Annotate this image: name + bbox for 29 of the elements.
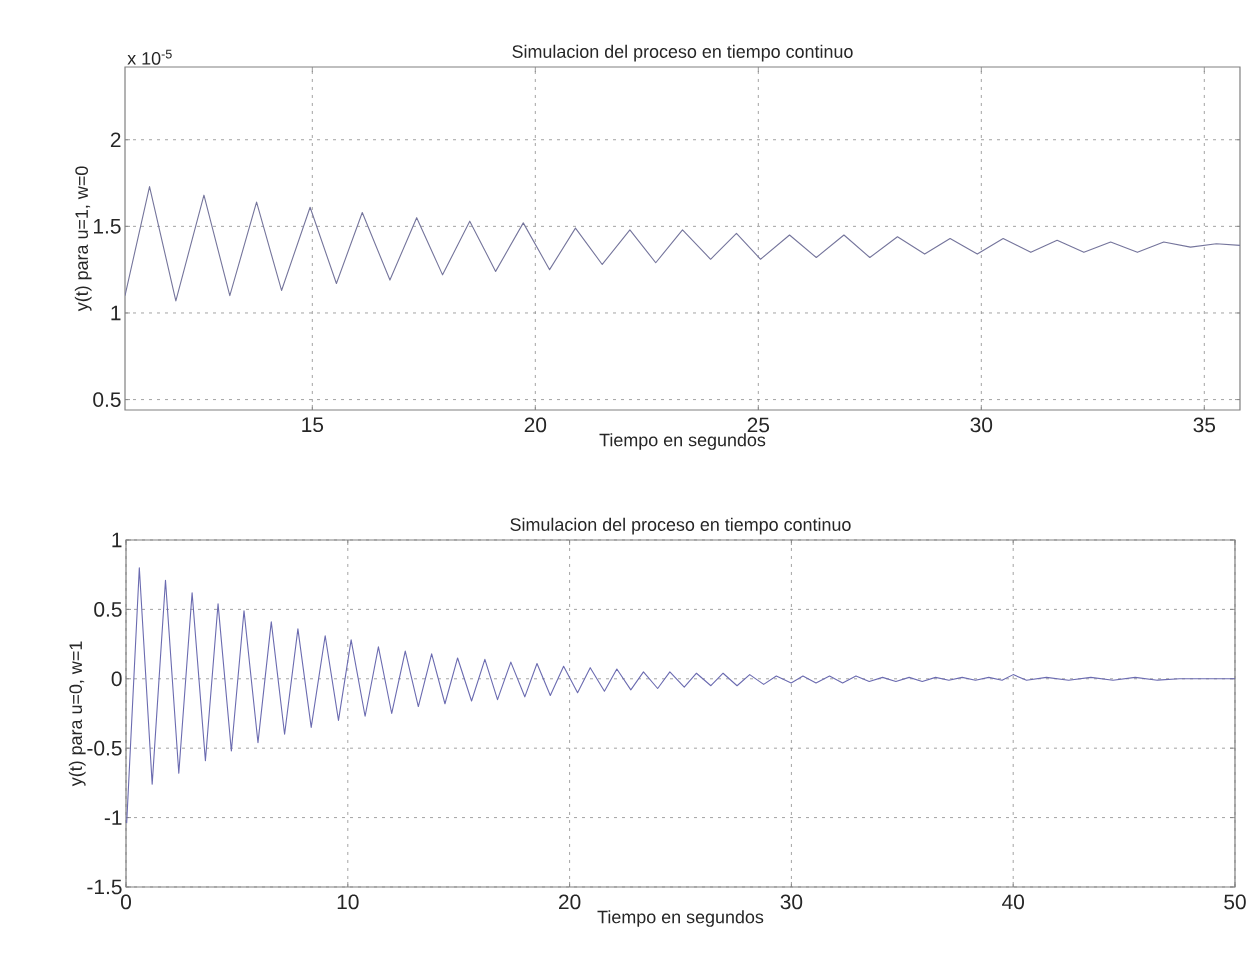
y-tick-label: -1.5 xyxy=(87,879,122,895)
chart-title: Simulacion del proceso en tiempo continuo xyxy=(510,517,851,535)
y-tick-label: 2 xyxy=(110,132,121,148)
x-tick-label: 25 xyxy=(747,417,770,433)
x-tick-label: 15 xyxy=(302,417,324,433)
x-tick-label: 35 xyxy=(1193,417,1216,433)
chart-title: Simulacion del proceso en tiempo continuo xyxy=(512,44,853,62)
line-series xyxy=(126,567,1235,824)
y-tick-label: -0.5 xyxy=(87,740,122,756)
x-tick-label: 10 xyxy=(337,894,359,910)
x-tick-label: 40 xyxy=(1002,894,1024,910)
y-tick-label: 0 xyxy=(111,671,122,687)
y-tick-label: 0.5 xyxy=(94,601,122,617)
x-tick-label: 50 xyxy=(1224,894,1246,910)
text: x 10$^{-5}$ xyxy=(127,49,172,65)
x-tick-label: 30 xyxy=(780,894,803,910)
x-tick-label: 30 xyxy=(970,417,993,433)
y-tick-label: 1 xyxy=(111,305,121,321)
y-axis-title: y(t) para u=1, w=0 xyxy=(74,166,92,312)
y-axis-title: y(t) para u=0, w=1 xyxy=(68,641,86,787)
y-tick-label: 1.5 xyxy=(94,219,121,234)
line-series xyxy=(125,185,1240,302)
x-axis-title: Tiempo en segundos xyxy=(599,433,766,450)
x-tick-label: 20 xyxy=(524,417,547,433)
x-tick-label: 20 xyxy=(559,894,581,910)
y-tick-label: -1 xyxy=(104,810,122,825)
y-tick-label: 0.5 xyxy=(93,392,121,407)
y-tick-label: 1 xyxy=(112,532,122,548)
x-axis-title: Tiempo en segundos xyxy=(597,910,764,927)
